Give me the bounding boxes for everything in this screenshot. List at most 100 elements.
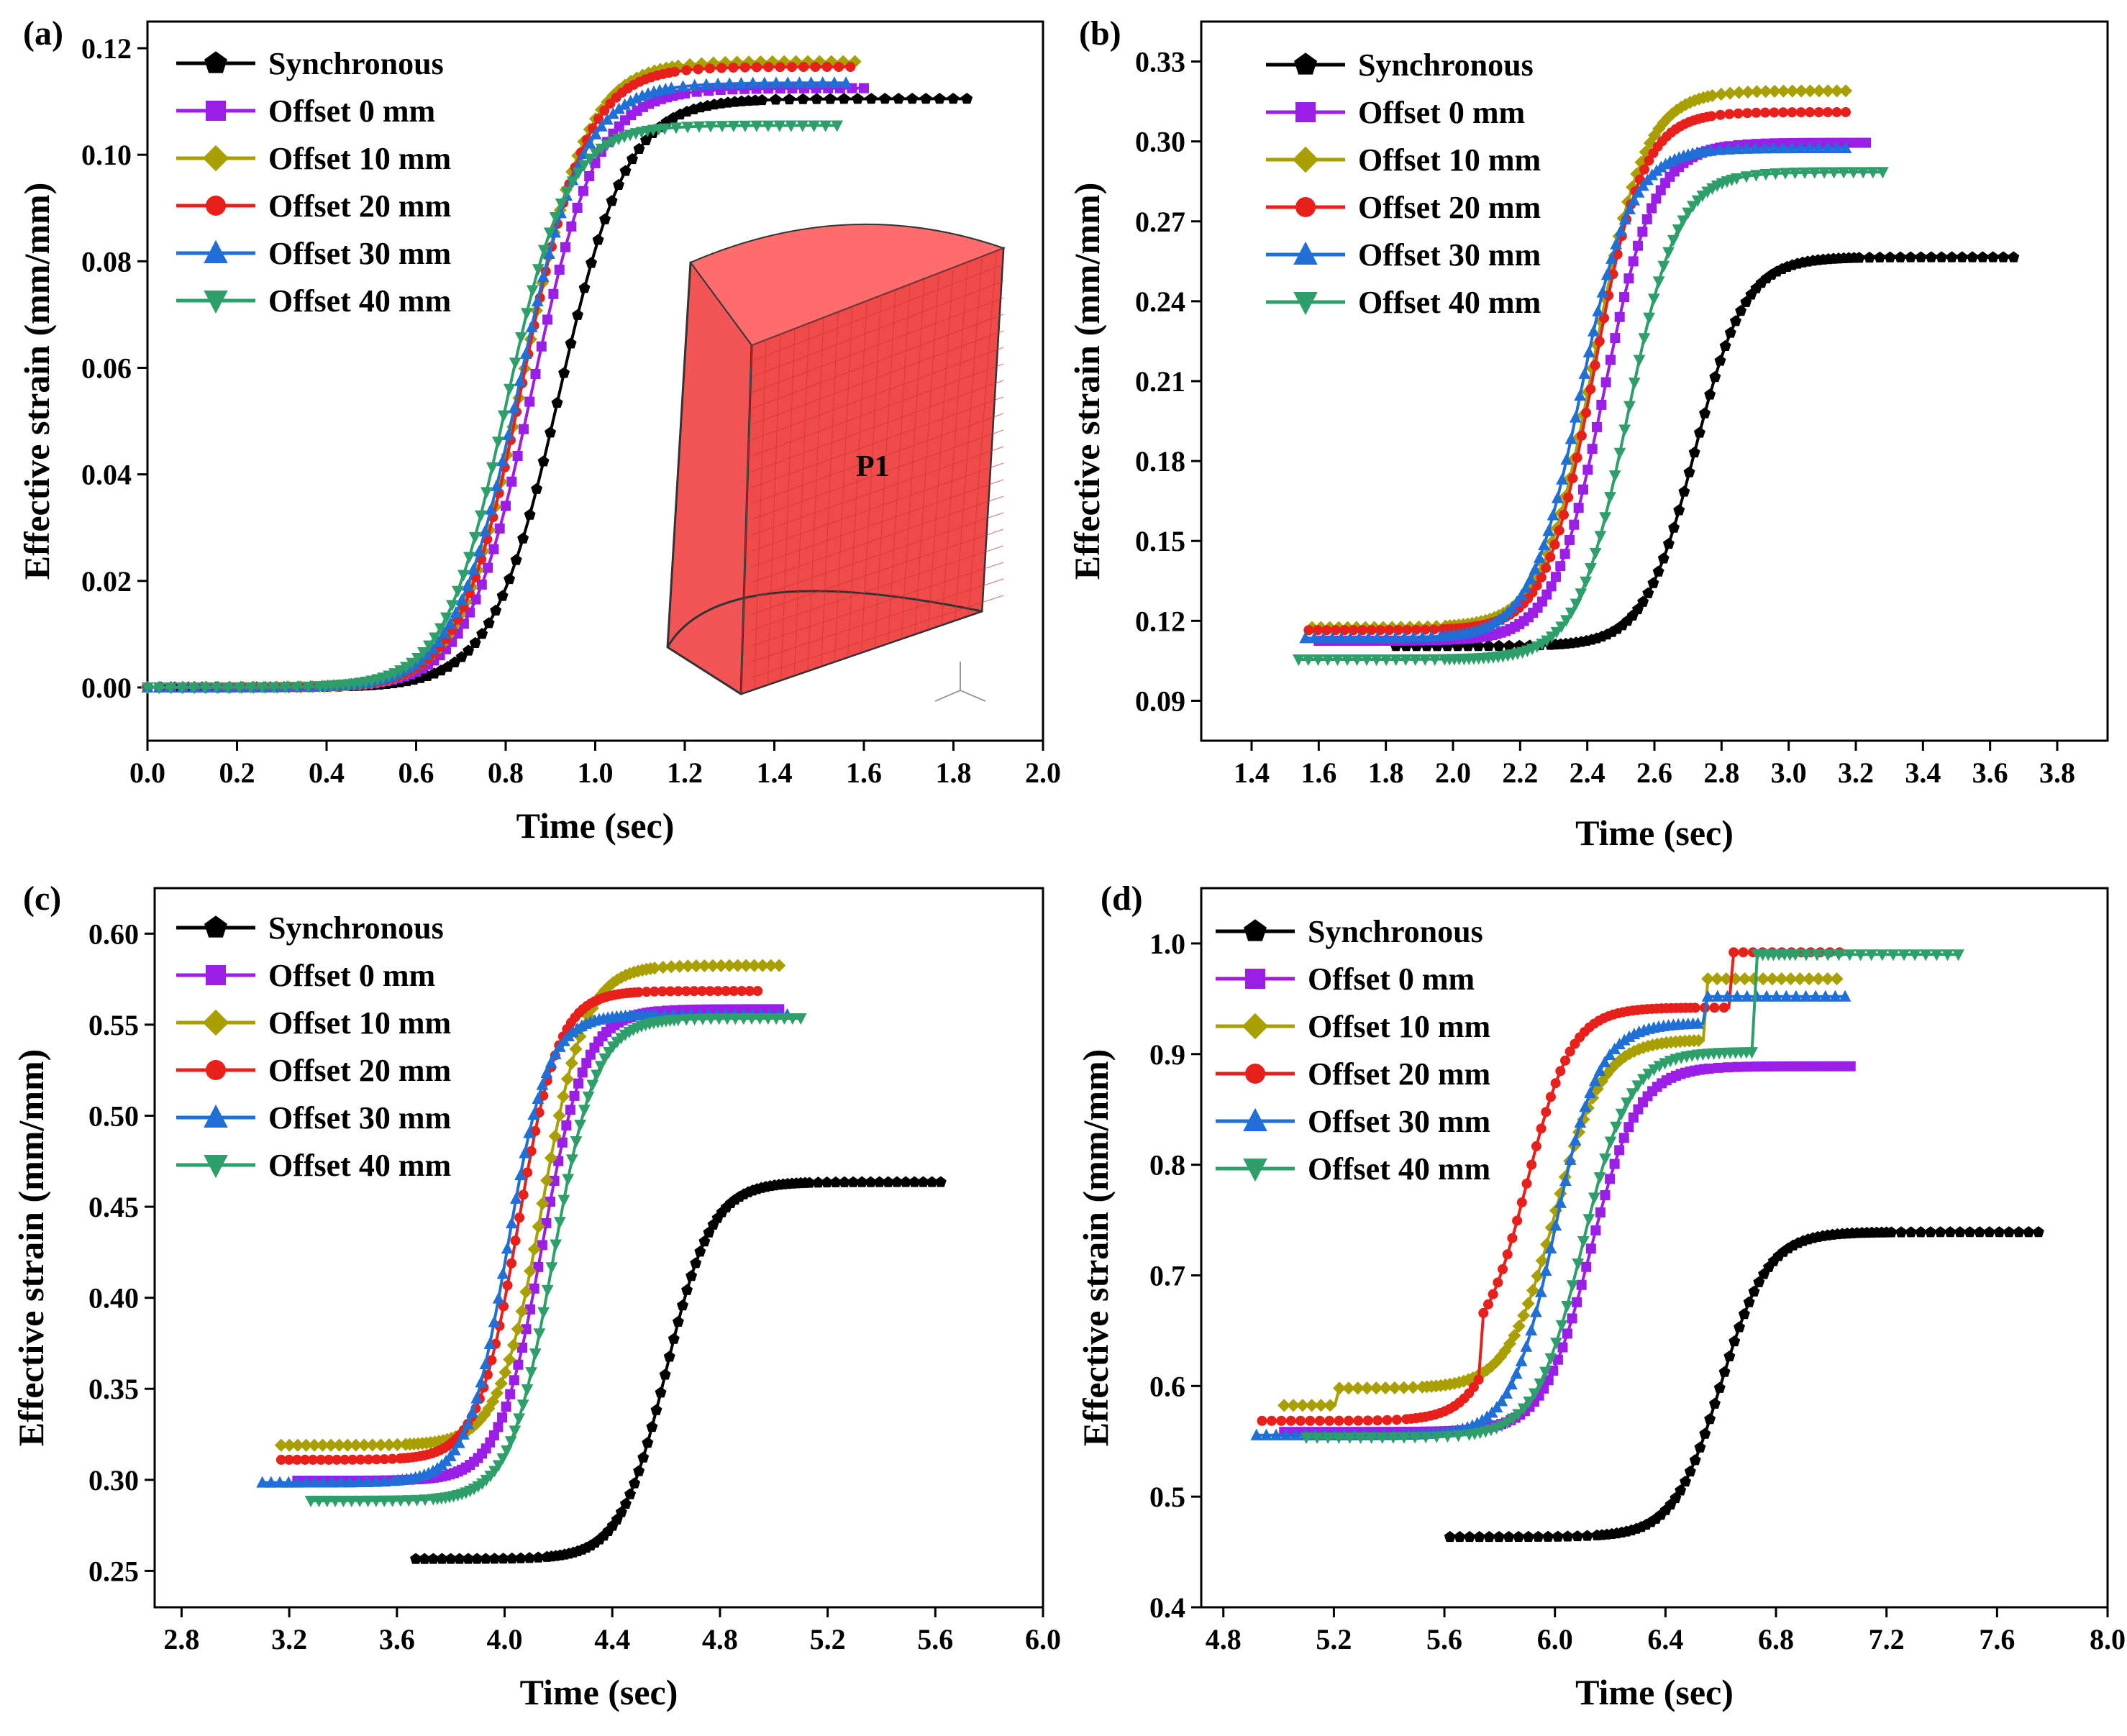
data-point xyxy=(1300,1432,1313,1444)
data-point xyxy=(474,510,487,522)
data-point xyxy=(1642,1069,1655,1081)
data-point xyxy=(486,1355,497,1366)
data-point xyxy=(1710,972,1724,986)
data-point xyxy=(693,121,706,133)
mesh-line xyxy=(821,312,839,667)
data-point xyxy=(758,76,771,88)
data-point xyxy=(1722,142,1735,155)
data-point xyxy=(1673,504,1685,516)
data-point xyxy=(1718,1366,1731,1377)
legend-item: Offset 0 mm xyxy=(1266,95,1525,130)
data-point xyxy=(486,1394,500,1408)
data-point xyxy=(510,1235,521,1246)
data-point xyxy=(1334,1415,1344,1426)
data-point xyxy=(1777,84,1790,98)
data-point xyxy=(1662,247,1675,259)
data-point xyxy=(713,1013,726,1025)
data-point xyxy=(1845,1061,1856,1072)
plot-area-d: (d) 4.8 5.2 5.6 6.0 6.4 6.8 7.2 7.6 8.0 0.4 0.5 0.6 0… xyxy=(1075,880,2126,1712)
data-point xyxy=(1370,654,1383,667)
data-point xyxy=(1605,1174,1616,1184)
panel-a: (a) 0.0 0.2 0.4 0.6 0.8 1.0 1.2 1.4 1.6 1.8 2.0 0.00… xyxy=(17,14,1061,846)
data-point xyxy=(492,1292,505,1304)
data-point xyxy=(641,987,652,997)
data-point xyxy=(1828,167,1841,179)
data-point xyxy=(445,1553,457,1564)
data-point xyxy=(785,120,798,132)
data-point xyxy=(1371,631,1384,644)
data-point xyxy=(1723,1062,1734,1073)
data-point xyxy=(713,986,724,997)
data-point xyxy=(536,1197,550,1210)
data-point xyxy=(532,264,545,276)
data-point xyxy=(619,98,631,110)
data-point xyxy=(1581,407,1592,418)
data-point xyxy=(365,1438,379,1452)
data-point xyxy=(1600,377,1611,388)
data-point xyxy=(523,1126,536,1138)
data-point xyxy=(1441,1431,1454,1443)
legend-label: Offset 30 mm xyxy=(268,236,451,271)
data-point xyxy=(1614,311,1625,322)
data-point xyxy=(483,1337,496,1350)
data-point xyxy=(677,80,689,92)
data-point xyxy=(1533,551,1546,563)
data-point xyxy=(531,294,544,306)
data-point xyxy=(524,1552,536,1563)
data-point xyxy=(479,1357,492,1370)
data-point xyxy=(695,57,709,70)
data-point xyxy=(506,1338,521,1352)
data-point xyxy=(1751,107,1762,118)
data-point xyxy=(316,1438,329,1452)
x-tick-label: 4.4 xyxy=(594,1623,630,1655)
data-point xyxy=(1738,1308,1750,1320)
data-point xyxy=(665,960,678,974)
data-point xyxy=(1765,972,1780,986)
data-point xyxy=(1614,224,1627,237)
data-point xyxy=(521,1324,532,1335)
data-point xyxy=(478,524,491,536)
data-point xyxy=(581,1010,595,1023)
data-point xyxy=(1550,626,1563,639)
data-point xyxy=(1643,312,1655,324)
data-point xyxy=(745,1013,758,1025)
data-point xyxy=(411,1494,424,1507)
x-tick-label: 2.8 xyxy=(1703,757,1739,789)
legend-item: Offset 10 mm xyxy=(1266,142,1541,178)
data-point xyxy=(537,270,550,282)
panel-d: (d) 4.8 5.2 5.6 6.0 6.4 6.8 7.2 7.6 8.0 0.4 0.5 0.6 0… xyxy=(1075,880,2126,1712)
data-point xyxy=(752,62,762,73)
data-point xyxy=(1830,972,1844,986)
legend-item: Offset 10 mm xyxy=(176,141,451,176)
data-point xyxy=(859,83,869,93)
data-point xyxy=(1493,639,1505,652)
data-point xyxy=(821,62,832,73)
data-point xyxy=(470,1392,483,1404)
data-point xyxy=(275,1454,286,1465)
data-point xyxy=(513,1413,525,1425)
data-point xyxy=(640,134,652,146)
data-point xyxy=(1600,1189,1611,1200)
data-point xyxy=(557,1089,570,1103)
data-point xyxy=(514,374,527,386)
data-point xyxy=(1572,1297,1582,1307)
data-point xyxy=(1637,227,1648,237)
x-tick-label: 2.2 xyxy=(1502,757,1538,789)
data-point xyxy=(1576,1279,1587,1290)
data-point xyxy=(1631,1080,1644,1092)
data-point xyxy=(1915,1226,1927,1238)
data-point xyxy=(1680,1475,1692,1487)
data-point xyxy=(1609,1159,1620,1169)
data-point xyxy=(773,959,786,972)
data-point xyxy=(1731,990,1744,1002)
data-point xyxy=(1569,519,1580,530)
data-point xyxy=(532,1092,545,1105)
data-point xyxy=(578,1105,591,1117)
data-point xyxy=(482,1369,493,1380)
coordinate-triad-icon xyxy=(934,662,986,702)
data-point xyxy=(764,959,778,972)
data-point xyxy=(1618,1033,1631,1046)
data-point xyxy=(1572,1530,1584,1542)
data-point xyxy=(531,483,543,494)
data-point xyxy=(519,347,532,359)
